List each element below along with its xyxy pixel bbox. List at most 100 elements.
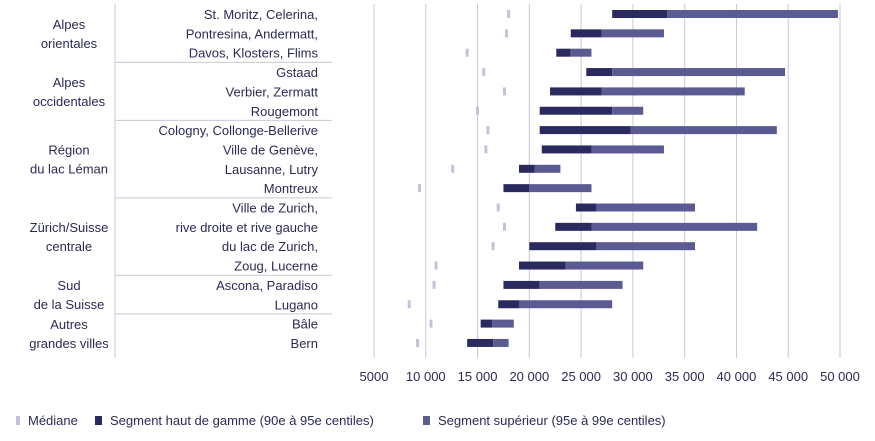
upper-segment-bar bbox=[601, 87, 745, 96]
x-tick-label: 50 000 bbox=[820, 369, 860, 384]
median-marker bbox=[407, 300, 411, 309]
high-segment-bar bbox=[541, 145, 592, 154]
high-segment-bar bbox=[539, 106, 613, 115]
row-label: Rougemont bbox=[251, 104, 319, 119]
median-marker bbox=[429, 319, 433, 328]
upper-segment-bar bbox=[534, 164, 561, 173]
median-marker bbox=[496, 203, 500, 212]
row-label: Verbier, Zermatt bbox=[226, 84, 319, 99]
group-label: Autres bbox=[50, 317, 88, 332]
upper-segment-bar bbox=[570, 48, 592, 57]
median-marker bbox=[486, 126, 490, 135]
high-segment-bar bbox=[503, 184, 530, 193]
high-segment-bar bbox=[556, 48, 571, 57]
legend-swatch-high bbox=[95, 416, 102, 425]
group-label: de la Suisse bbox=[34, 297, 105, 312]
legend-label-median: Médiane bbox=[28, 413, 78, 428]
x-tick-label: 30 000 bbox=[613, 369, 653, 384]
median-marker bbox=[502, 87, 506, 96]
row-label: Cologny, Collonge-Bellerive bbox=[159, 123, 318, 138]
x-axis-ticks: 5000 10 000 15 000 20 000 25 000 30 000 35 000… bbox=[360, 369, 860, 384]
high-segment-bar bbox=[586, 68, 613, 77]
row-label: Davos, Klosters, Flims bbox=[189, 46, 319, 61]
median-marker bbox=[491, 242, 495, 251]
median-marker bbox=[432, 280, 436, 289]
legend-label-high: Segment haut de gamme (90e à 95e centile… bbox=[110, 413, 374, 428]
x-tick-label: 25 000 bbox=[561, 369, 601, 384]
high-segment-bar bbox=[529, 242, 597, 251]
row-label: Lausanne, Lutry bbox=[225, 162, 319, 177]
row-label: St. Moritz, Celerina, bbox=[204, 7, 318, 22]
row-label: Bâle bbox=[292, 317, 318, 332]
bars bbox=[407, 10, 838, 347]
upper-segment-bar bbox=[596, 203, 696, 212]
high-segment-bar bbox=[480, 319, 493, 328]
upper-segment-bar bbox=[667, 10, 838, 18]
x-tick-label: 35 000 bbox=[665, 369, 705, 384]
median-marker bbox=[507, 10, 511, 18]
upper-segment-bar bbox=[630, 126, 777, 135]
group-label: Alpes bbox=[53, 17, 86, 32]
high-segment-bar bbox=[518, 261, 566, 270]
median-marker bbox=[502, 222, 506, 231]
median-marker bbox=[415, 338, 419, 347]
upper-segment-bar bbox=[591, 145, 664, 154]
row-label: Lugano bbox=[275, 297, 318, 312]
high-segment-bar bbox=[575, 203, 597, 212]
legend-swatch-median bbox=[16, 416, 20, 425]
row-label: du lac de Zurich, bbox=[222, 239, 318, 254]
row-label: Montreux bbox=[264, 181, 319, 196]
group-label: orientales bbox=[41, 36, 98, 51]
row-labels: St. Moritz, Celerina, Pontresina, Anderma… bbox=[159, 7, 319, 351]
row-label: Ascona, Paradiso bbox=[216, 278, 318, 293]
upper-segment-bar bbox=[518, 300, 613, 309]
x-tick-label: 10 000 bbox=[406, 369, 446, 384]
group-dividers bbox=[114, 4, 332, 358]
group-label: Sud bbox=[57, 278, 80, 293]
upper-segment-bar bbox=[493, 338, 509, 347]
high-segment-bar bbox=[539, 126, 631, 135]
high-segment-bar bbox=[555, 222, 592, 231]
group-label: Alpes bbox=[53, 75, 86, 90]
upper-segment-bar bbox=[529, 184, 592, 193]
group-labels: Alpes orientales Alpes occidentales Région du… bbox=[29, 17, 109, 351]
median-marker bbox=[484, 145, 488, 154]
upper-segment-bar bbox=[565, 261, 644, 270]
group-label: grandes villes bbox=[29, 336, 109, 351]
legend: Médiane Segment haut de gamme (90e à 95e … bbox=[16, 413, 666, 428]
row-label: rive droite et rive gauche bbox=[176, 220, 318, 235]
row-label: Bern bbox=[291, 336, 318, 351]
median-marker bbox=[418, 184, 422, 193]
legend-label-upper: Segment supérieur (95e à 99e centiles) bbox=[438, 413, 666, 428]
row-label: Ville de Zurich, bbox=[232, 201, 318, 216]
group-label: centrale bbox=[46, 239, 92, 254]
high-segment-bar bbox=[503, 280, 540, 289]
x-tick-label: 40 000 bbox=[717, 369, 757, 384]
legend-swatch-upper bbox=[423, 416, 430, 425]
median-marker bbox=[505, 29, 509, 38]
high-segment-bar bbox=[570, 29, 602, 38]
median-marker bbox=[434, 261, 438, 270]
group-label: Zürich/Suisse bbox=[30, 220, 109, 235]
high-segment-bar bbox=[498, 300, 519, 309]
high-segment-bar bbox=[518, 164, 535, 173]
upper-segment-bar bbox=[601, 29, 664, 38]
median-marker bbox=[476, 106, 480, 115]
high-segment-bar bbox=[612, 10, 668, 18]
upper-segment-bar bbox=[612, 68, 786, 77]
group-label: du lac Léman bbox=[30, 162, 108, 177]
median-marker bbox=[482, 68, 486, 77]
median-marker bbox=[451, 164, 455, 173]
upper-segment-bar bbox=[492, 319, 514, 328]
row-label: Gstaad bbox=[276, 65, 318, 80]
x-tick-label: 20 000 bbox=[509, 369, 549, 384]
row-label: Pontresina, Andermatt, bbox=[186, 26, 318, 41]
x-tick-label: 15 000 bbox=[458, 369, 498, 384]
high-segment-bar bbox=[550, 87, 602, 96]
x-tick-label: 45 000 bbox=[768, 369, 808, 384]
group-label: occidentales bbox=[33, 94, 106, 109]
median-marker bbox=[465, 48, 469, 57]
upper-segment-bar bbox=[612, 106, 644, 115]
upper-segment-bar bbox=[539, 280, 623, 289]
